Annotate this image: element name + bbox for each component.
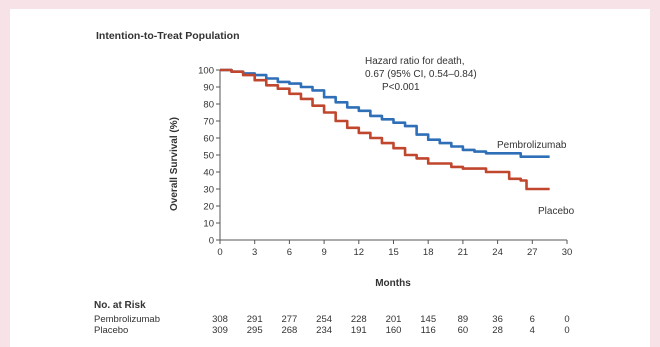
y-tick-label: 30 (203, 185, 214, 196)
risk-table-title: No. at Risk (94, 300, 146, 311)
annotation-line-1: Hazard ratio for death, (365, 56, 465, 67)
x-tick-label: 30 (562, 247, 573, 258)
pembrolizumab-label: Pembrolizumab (497, 140, 567, 151)
hazard-ratio-annotation: Hazard ratio for death, 0.67 (95% CI, 0.… (365, 56, 477, 93)
x-tick-label: 0 (217, 247, 222, 258)
annotation-line-3: P<0.001 (382, 82, 420, 93)
risk-cell: 28 (492, 325, 503, 336)
risk-cell: 116 (421, 325, 436, 336)
risk-cell: 36 (492, 314, 503, 325)
pembrolizumab-survival-line (220, 68, 550, 158)
x-tick-label: 24 (492, 247, 503, 258)
risk-cell: 4 (530, 325, 535, 336)
risk-cell: 295 (247, 325, 263, 336)
risk-row-label: Pembrolizumab (94, 314, 160, 325)
placebo-survival-line (220, 68, 550, 191)
chart-title: Intention-to-Treat Population (96, 30, 239, 42)
y-tick-label: 10 (203, 219, 214, 230)
y-tick-label: 70 (203, 117, 214, 128)
placebo-label: Placebo (538, 206, 575, 217)
x-tick-label: 9 (321, 247, 326, 258)
risk-cell: 308 (212, 314, 228, 325)
risk-cell: 291 (247, 314, 263, 325)
y-tick-label: 60 (203, 134, 214, 145)
x-tick-label: 12 (354, 247, 365, 258)
y-axis-label: Overall Survival (%) (169, 117, 180, 211)
risk-cell: 60 (458, 325, 469, 336)
risk-cell: 201 (386, 314, 402, 325)
risk-cell: 0 (564, 314, 569, 325)
y-tick-label: 90 (203, 83, 214, 94)
x-tick-label: 27 (527, 247, 538, 258)
risk-cell: 0 (564, 325, 569, 336)
risk-cell: 309 (212, 325, 228, 336)
tick-labels: 0 3 6 9 12 15 18 21 24 27 30 0 10 20 30 40 50 60 70 80 90 100 (198, 66, 572, 259)
risk-cell: 160 (386, 325, 402, 336)
series-lines (220, 68, 550, 191)
risk-cell: 268 (281, 325, 297, 336)
risk-cell: 228 (351, 314, 367, 325)
series-labels: Pembrolizumab Placebo (497, 140, 575, 217)
y-tick-label: 80 (203, 100, 214, 111)
axes (216, 69, 568, 244)
y-tick-label: 100 (198, 66, 214, 77)
x-tick-label: 3 (252, 247, 257, 258)
risk-cell: 6 (530, 314, 535, 325)
risk-cell: 191 (351, 325, 367, 336)
y-tick-label: 0 (209, 236, 214, 247)
y-tick-label: 20 (203, 202, 214, 213)
x-tick-label: 6 (287, 247, 292, 258)
annotation-line-2: 0.67 (95% CI, 0.54–0.84) (365, 69, 477, 80)
x-tick-label: 15 (388, 247, 399, 258)
risk-row-label: Placebo (94, 325, 128, 336)
x-tick-label: 21 (458, 247, 469, 258)
risk-cell: 254 (316, 314, 332, 325)
risk-cell: 89 (458, 314, 469, 325)
y-tick-label: 50 (203, 151, 214, 162)
survival-chart: Intention-to-Treat Population Hazard rat… (94, 30, 575, 336)
y-tick-label: 40 (203, 168, 214, 179)
risk-cell: 277 (281, 314, 297, 325)
risk-cell: 234 (316, 325, 332, 336)
x-axis-label: Months (375, 278, 411, 289)
risk-table: No. at Risk Pembrolizumab 308 291 277 254 228… (94, 300, 570, 336)
x-tick-label: 18 (423, 247, 434, 258)
risk-cell: 145 (420, 314, 436, 325)
figure-panel: Intention-to-Treat Population Hazard rat… (10, 9, 650, 347)
